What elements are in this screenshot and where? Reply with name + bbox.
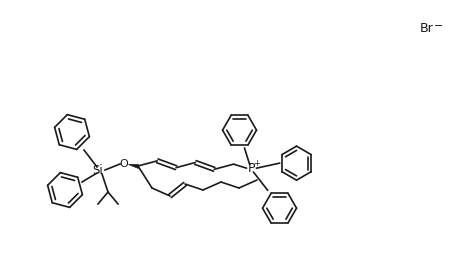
Polygon shape [128,164,138,168]
Text: Br: Br [420,21,434,35]
Text: P: P [248,162,255,175]
Text: O: O [119,159,128,169]
Text: +: + [253,159,260,168]
Text: −: − [434,21,443,31]
Text: Si: Si [92,163,103,177]
